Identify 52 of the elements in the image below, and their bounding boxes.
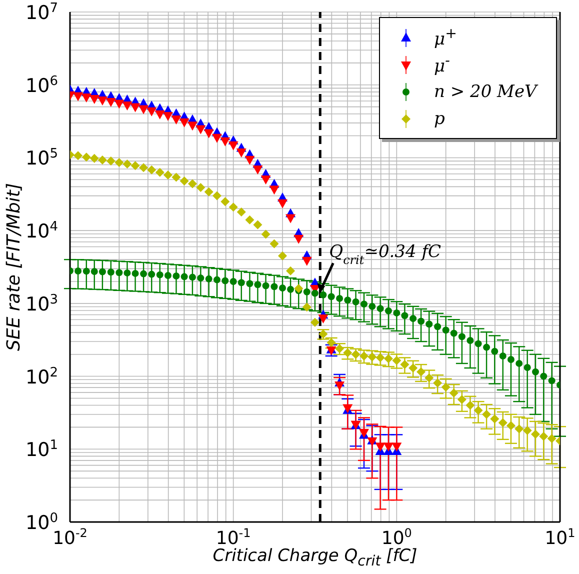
point [154,110,165,120]
y-tick-label: 10$^{3}$ [26,292,58,316]
y-tick-label: 10$^{7}$ [26,0,58,24]
point [89,94,100,104]
point [187,122,198,131]
point [228,141,238,150]
point [179,118,190,128]
point [286,214,296,224]
y-tick-label: 10$^{5}$ [26,146,58,170]
y-tick-label: 10$^{1}$ [26,438,58,462]
point [97,96,108,106]
y-tick-label: 10$^{4}$ [26,219,58,243]
point [334,381,345,390]
point [138,105,149,114]
point [73,92,84,102]
point [260,176,271,185]
point [392,442,402,452]
x-tick-label: 10$^{1}$ [544,526,576,549]
point [220,137,230,146]
point [302,256,312,266]
point [114,100,124,109]
point [212,134,222,143]
point [106,98,116,108]
point [252,166,263,174]
legend-label: n > 20 MeV [434,82,537,102]
point [294,234,304,244]
x-tick-label: 10$^{-1}$ [216,526,251,549]
x-tick-label: 10$^{0}$ [381,526,412,549]
point [130,103,140,112]
point [269,186,280,195]
point [278,199,288,208]
y-tick-label: 10$^{6}$ [26,73,58,97]
point [383,442,394,452]
point [162,112,173,121]
legend-label: μ$^{-}$ [434,52,450,76]
point [236,148,246,158]
point [122,101,132,110]
point [81,94,92,103]
x-tick-label: 10$^{-2}$ [52,526,88,549]
point [171,115,182,124]
legend-label: μ$^{+}$ [434,26,457,50]
point [318,314,328,324]
y-tick-label: 10$^{2}$ [26,364,58,388]
point [204,129,214,138]
point [375,442,386,452]
x-axis-title: Critical Charge Q$_{crit}$ [fC] [212,546,418,570]
annotation: Q$_{crit}$≃0.34 fC [329,242,442,268]
y-axis-title: SEE rate [FIT/Mbit] [4,183,24,351]
legend-label: p [434,108,445,128]
point [196,125,206,134]
point [146,107,157,116]
point [244,156,255,165]
